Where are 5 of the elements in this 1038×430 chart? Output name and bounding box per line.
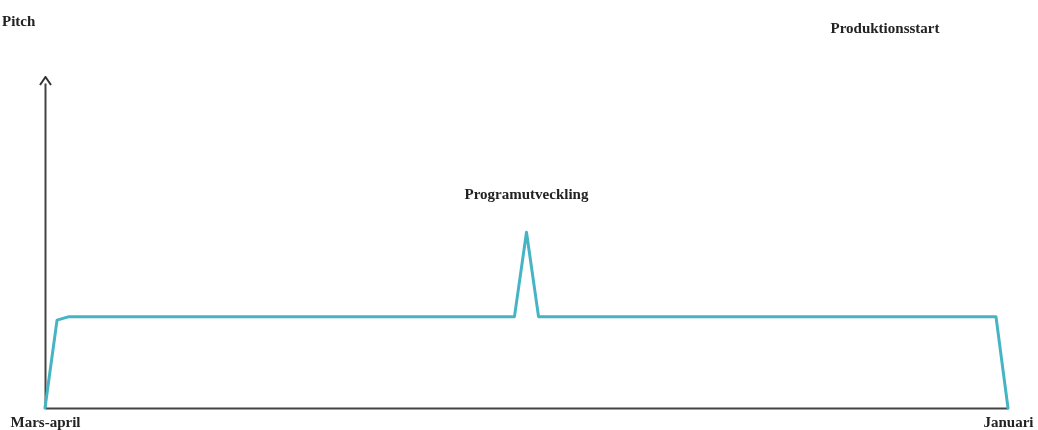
text: Pitch xyxy=(2,13,36,29)
text: Programutveckling xyxy=(464,186,589,203)
x-tick-label: Mars-april xyxy=(10,413,81,430)
x-tick-label: Januari xyxy=(983,413,1034,430)
text: Produktionsstart xyxy=(830,20,940,36)
